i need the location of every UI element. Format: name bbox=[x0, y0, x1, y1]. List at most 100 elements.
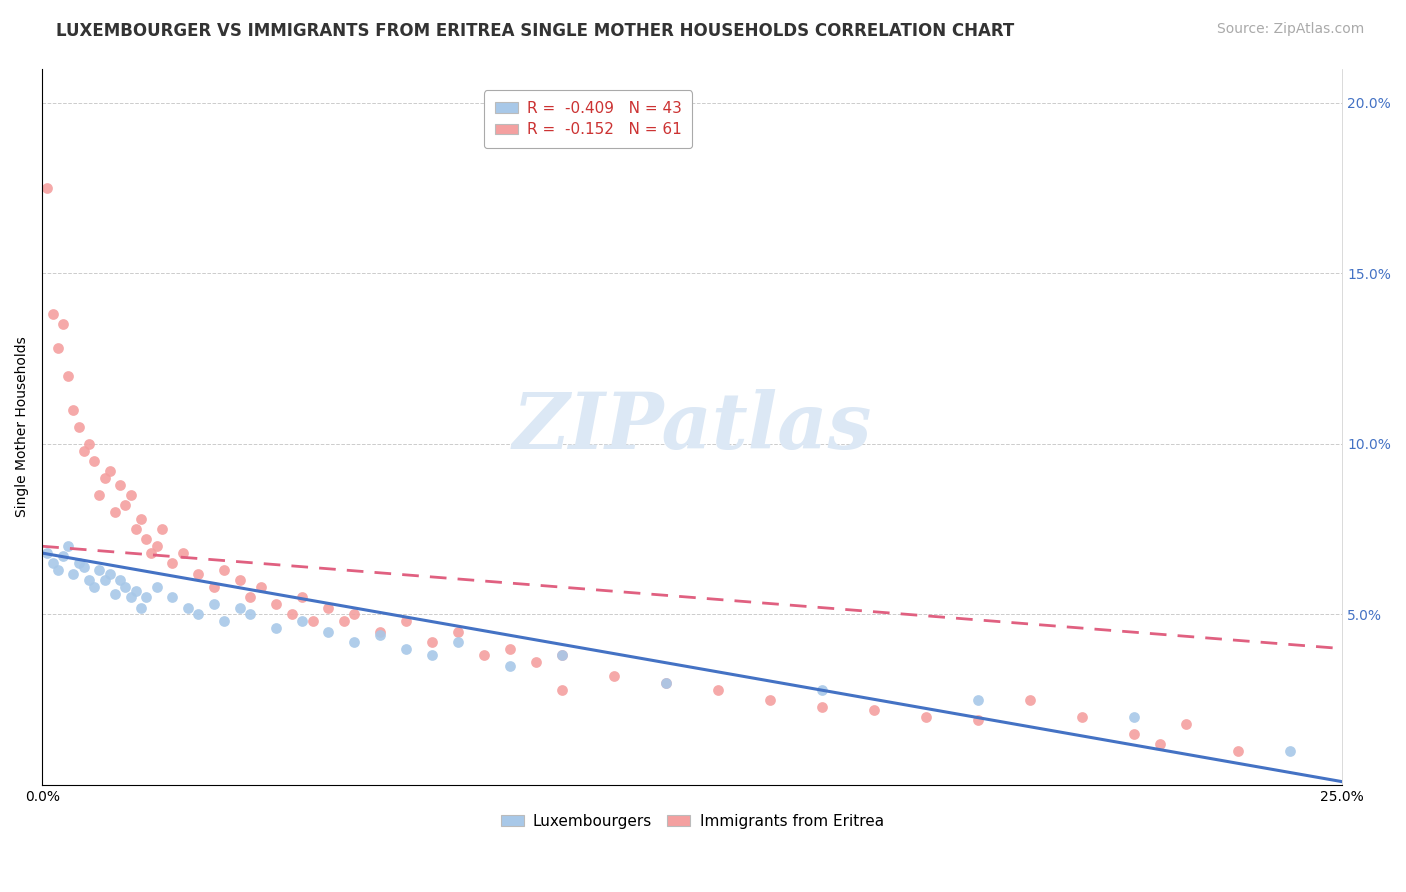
Point bbox=[655, 675, 678, 690]
Point bbox=[811, 699, 834, 714]
Point bbox=[863, 703, 886, 717]
Point bbox=[41, 556, 63, 570]
Point bbox=[67, 556, 90, 570]
Point bbox=[811, 682, 834, 697]
Point bbox=[172, 546, 194, 560]
Point bbox=[1123, 727, 1146, 741]
Point bbox=[212, 615, 235, 629]
Point bbox=[202, 597, 225, 611]
Point bbox=[1227, 744, 1250, 758]
Point bbox=[177, 600, 200, 615]
Point bbox=[249, 580, 271, 594]
Point bbox=[73, 443, 96, 458]
Point bbox=[368, 624, 391, 639]
Point bbox=[202, 580, 225, 594]
Point bbox=[291, 591, 314, 605]
Point bbox=[67, 419, 90, 434]
Point bbox=[58, 539, 80, 553]
Point bbox=[129, 600, 152, 615]
Point bbox=[1175, 716, 1198, 731]
Point bbox=[551, 648, 574, 663]
Point bbox=[150, 522, 173, 536]
Text: ZIPatlas: ZIPatlas bbox=[513, 389, 872, 465]
Point bbox=[420, 648, 443, 663]
Point bbox=[104, 505, 127, 519]
Legend: Luxembourgers, Immigrants from Eritrea: Luxembourgers, Immigrants from Eritrea bbox=[495, 807, 890, 835]
Point bbox=[368, 628, 391, 642]
Point bbox=[212, 563, 235, 577]
Point bbox=[447, 634, 470, 648]
Point bbox=[41, 307, 63, 321]
Point bbox=[98, 566, 121, 581]
Y-axis label: Single Mother Households: Single Mother Households bbox=[15, 336, 30, 517]
Point bbox=[1149, 737, 1171, 751]
Point bbox=[46, 341, 69, 355]
Point bbox=[967, 693, 990, 707]
Point bbox=[141, 546, 163, 560]
Point bbox=[52, 318, 75, 332]
Point bbox=[135, 533, 157, 547]
Point bbox=[77, 574, 100, 588]
Point bbox=[52, 549, 75, 564]
Point bbox=[73, 559, 96, 574]
Point bbox=[145, 580, 167, 594]
Point bbox=[316, 600, 339, 615]
Point bbox=[160, 556, 183, 570]
Point bbox=[1279, 744, 1302, 758]
Point bbox=[125, 522, 148, 536]
Point bbox=[281, 607, 304, 622]
Point bbox=[37, 546, 59, 560]
Point bbox=[108, 478, 131, 492]
Point bbox=[108, 574, 131, 588]
Point bbox=[187, 607, 209, 622]
Point bbox=[62, 402, 84, 417]
Point bbox=[420, 634, 443, 648]
Point bbox=[104, 587, 127, 601]
Point bbox=[264, 597, 287, 611]
Point bbox=[37, 181, 59, 195]
Text: LUXEMBOURGER VS IMMIGRANTS FROM ERITREA SINGLE MOTHER HOUSEHOLDS CORRELATION CHA: LUXEMBOURGER VS IMMIGRANTS FROM ERITREA … bbox=[56, 22, 1015, 40]
Point bbox=[472, 648, 495, 663]
Point bbox=[89, 488, 111, 502]
Point bbox=[395, 615, 418, 629]
Point bbox=[93, 471, 115, 485]
Point bbox=[291, 615, 314, 629]
Point bbox=[1123, 710, 1146, 724]
Point bbox=[1071, 710, 1094, 724]
Point bbox=[145, 539, 167, 553]
Point bbox=[524, 655, 547, 669]
Point bbox=[62, 566, 84, 581]
Point bbox=[551, 648, 574, 663]
Point bbox=[447, 624, 470, 639]
Text: Source: ZipAtlas.com: Source: ZipAtlas.com bbox=[1216, 22, 1364, 37]
Point bbox=[967, 713, 990, 727]
Point bbox=[58, 368, 80, 383]
Point bbox=[655, 675, 678, 690]
Point bbox=[499, 641, 522, 656]
Point bbox=[301, 615, 323, 629]
Point bbox=[603, 669, 626, 683]
Point bbox=[83, 454, 105, 468]
Point bbox=[120, 488, 142, 502]
Point bbox=[1019, 693, 1042, 707]
Point bbox=[707, 682, 730, 697]
Point bbox=[120, 591, 142, 605]
Point bbox=[264, 621, 287, 635]
Point bbox=[229, 574, 252, 588]
Point bbox=[114, 498, 136, 512]
Point bbox=[77, 437, 100, 451]
Point bbox=[343, 607, 366, 622]
Point bbox=[46, 563, 69, 577]
Point bbox=[915, 710, 938, 724]
Point bbox=[343, 634, 366, 648]
Point bbox=[239, 591, 262, 605]
Point bbox=[551, 682, 574, 697]
Point bbox=[135, 591, 157, 605]
Point bbox=[160, 591, 183, 605]
Point bbox=[83, 580, 105, 594]
Point bbox=[316, 624, 339, 639]
Point bbox=[98, 464, 121, 478]
Point bbox=[114, 580, 136, 594]
Point bbox=[239, 607, 262, 622]
Point bbox=[129, 512, 152, 526]
